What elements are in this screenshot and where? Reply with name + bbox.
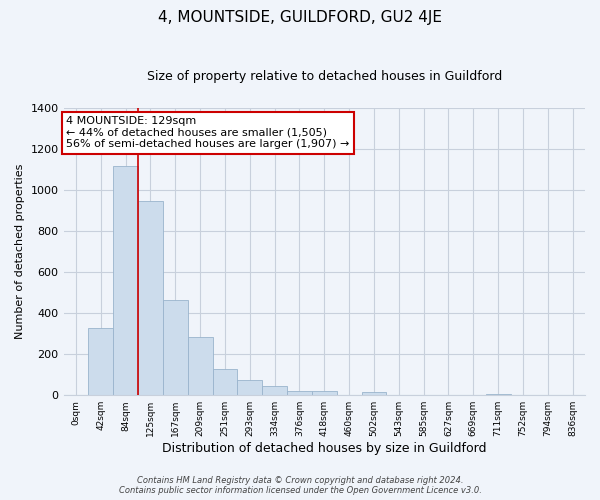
Bar <box>362 392 386 395</box>
Bar <box>88 328 113 395</box>
X-axis label: Distribution of detached houses by size in Guildford: Distribution of detached houses by size … <box>162 442 487 455</box>
Y-axis label: Number of detached properties: Number of detached properties <box>15 164 25 339</box>
Bar <box>163 300 188 395</box>
Text: Contains HM Land Registry data © Crown copyright and database right 2024.
Contai: Contains HM Land Registry data © Crown c… <box>119 476 481 495</box>
Title: Size of property relative to detached houses in Guildford: Size of property relative to detached ho… <box>146 70 502 83</box>
Text: 4 MOUNTSIDE: 129sqm
← 44% of detached houses are smaller (1,505)
56% of semi-det: 4 MOUNTSIDE: 129sqm ← 44% of detached ho… <box>66 116 349 149</box>
Bar <box>212 368 238 395</box>
Bar <box>138 201 163 395</box>
Bar <box>287 391 312 395</box>
Bar <box>238 380 262 395</box>
Text: 4, MOUNTSIDE, GUILDFORD, GU2 4JE: 4, MOUNTSIDE, GUILDFORD, GU2 4JE <box>158 10 442 25</box>
Bar <box>312 391 337 395</box>
Bar <box>485 394 511 395</box>
Bar <box>188 336 212 395</box>
Bar <box>262 386 287 395</box>
Bar <box>113 166 138 395</box>
